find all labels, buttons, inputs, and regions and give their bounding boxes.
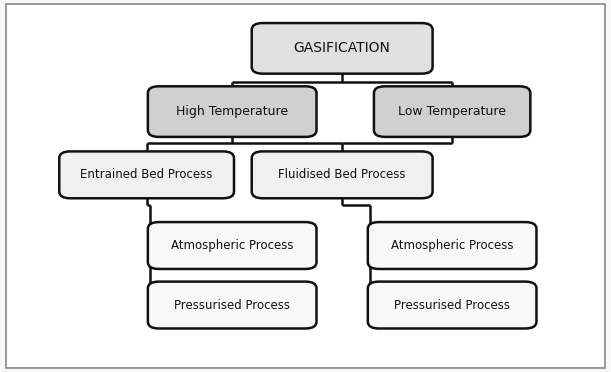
Text: Atmospheric Process: Atmospheric Process (391, 239, 513, 252)
FancyBboxPatch shape (148, 282, 316, 328)
Text: Fluidised Bed Process: Fluidised Bed Process (279, 169, 406, 181)
FancyBboxPatch shape (368, 222, 536, 269)
Text: Low Temperature: Low Temperature (398, 105, 506, 118)
FancyBboxPatch shape (374, 86, 530, 137)
Text: Atmospheric Process: Atmospheric Process (171, 239, 293, 252)
FancyBboxPatch shape (252, 151, 433, 198)
Text: Pressurised Process: Pressurised Process (174, 299, 290, 311)
FancyBboxPatch shape (148, 222, 316, 269)
FancyBboxPatch shape (252, 23, 433, 74)
FancyBboxPatch shape (6, 4, 605, 368)
Text: GASIFICATION: GASIFICATION (294, 41, 390, 55)
FancyBboxPatch shape (148, 86, 316, 137)
FancyBboxPatch shape (368, 282, 536, 328)
Text: Entrained Bed Process: Entrained Bed Process (81, 169, 213, 181)
FancyBboxPatch shape (59, 151, 234, 198)
Text: High Temperature: High Temperature (176, 105, 288, 118)
Text: Pressurised Process: Pressurised Process (394, 299, 510, 311)
